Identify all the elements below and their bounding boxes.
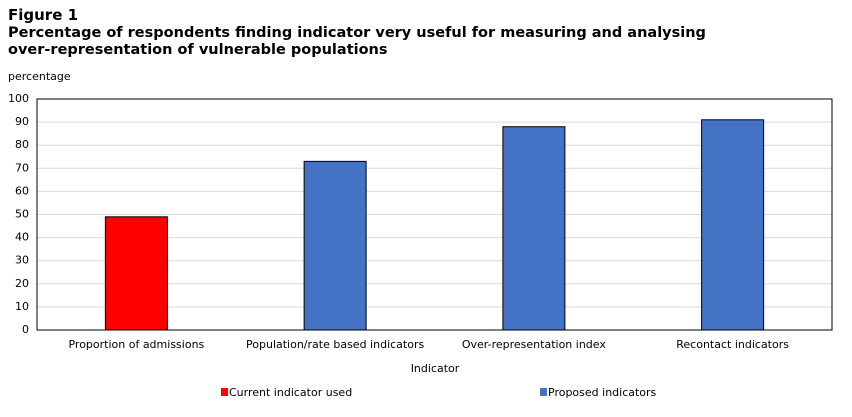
bar — [303, 160, 367, 331]
y-tick-label: 20 — [15, 277, 29, 290]
legend-label: Proposed indicators — [548, 386, 657, 399]
chart-title: Percentage of respondents finding indica… — [8, 25, 706, 58]
bar — [701, 119, 765, 331]
y-tick-label: 40 — [15, 231, 29, 244]
y-tick-label: 10 — [15, 300, 29, 313]
x-tick-label: Proportion of admissions — [68, 338, 204, 351]
x-axis-label: Indicator — [411, 362, 460, 375]
legend-label: Current indicator used — [229, 386, 352, 399]
y-tick-label: 80 — [15, 138, 29, 151]
y-tick-label: 100 — [8, 92, 29, 105]
y-tick-label: 0 — [22, 323, 29, 336]
bar — [104, 216, 168, 331]
y-tick-label: 60 — [15, 184, 29, 197]
x-tick-label: Population/rate based indicators — [246, 338, 424, 351]
plot-frame — [36, 98, 833, 331]
x-tick-label: Over-representation index — [462, 338, 606, 351]
legend-swatch — [540, 388, 547, 396]
x-tick-label: Recontact indicators — [676, 338, 789, 351]
figure-label: Figure 1 — [8, 6, 79, 24]
bar — [502, 126, 566, 331]
y-axis-label: percentage — [8, 70, 71, 83]
y-tick-label: 70 — [15, 161, 29, 174]
y-tick-label: 30 — [15, 254, 29, 267]
legend-swatch — [221, 388, 228, 396]
y-tick-label: 90 — [15, 115, 29, 128]
y-tick-label: 50 — [15, 208, 29, 221]
